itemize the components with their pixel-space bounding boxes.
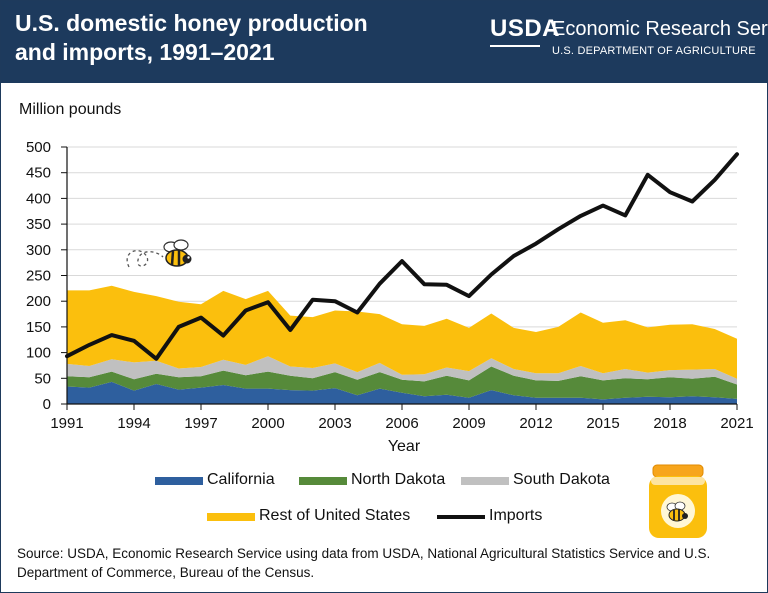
x-tick-2003: 2003 (318, 415, 351, 432)
line-imports (65, 152, 739, 361)
y-tick-200: 200 (26, 293, 51, 310)
y-tick-250: 250 (26, 268, 51, 285)
y-tick-100: 100 (26, 345, 51, 362)
legend-swatch-rest-of-us (207, 513, 255, 521)
y-tick-400: 400 (26, 190, 51, 207)
x-tick-1994: 1994 (117, 415, 150, 432)
x-tick-labels: 1991 1994 1997 2000 2003 2006 2009 2012 2015 2018… (50, 415, 753, 432)
x-tick-2012: 2012 (519, 415, 552, 432)
y-tick-300: 300 (26, 242, 51, 259)
area-south-dakota (67, 356, 737, 385)
axes (61, 146, 738, 410)
legend-label-south-dakota: South Dakota (513, 471, 610, 488)
y-tick-450: 450 (26, 165, 51, 182)
chart-title: U.S. domestic honey production and impor… (15, 10, 368, 65)
legend-swatch-california (155, 477, 203, 485)
honey-jar-illustration (649, 464, 707, 538)
legend-label-imports: Imports (489, 507, 543, 524)
y-tick-labels: 0 50 100 150 200 250 300 350 400 450 500 (26, 139, 51, 413)
area-north-dakota (67, 366, 737, 400)
usda-logo-word: USDA (490, 15, 561, 42)
agency-name: Economic Research Service (552, 18, 768, 40)
x-axis-label: Year (388, 438, 421, 455)
y-tick-150: 150 (26, 319, 51, 336)
x-tick-2006: 2006 (385, 415, 418, 432)
y-tick-0: 0 (43, 396, 51, 413)
x-tick-1991: 1991 (50, 415, 83, 432)
x-tick-2015: 2015 (586, 415, 619, 432)
legend-swatch-imports (437, 515, 485, 519)
area-rest-of-united-states (67, 285, 737, 379)
y-tick-50: 50 (34, 370, 51, 387)
x-tick-2018: 2018 (653, 415, 686, 432)
stacked-areas (67, 285, 737, 404)
y-axis-label: Million pounds (19, 101, 122, 118)
legend-label-north-dakota: North Dakota (351, 471, 446, 488)
y-tick-350: 350 (26, 216, 51, 233)
header-banner: U.S. domestic honey production and impor… (1, 1, 768, 83)
legend-label-rest-of-us: Rest of United States (259, 507, 411, 524)
usda-logo-underline (490, 45, 540, 47)
legend-swatch-south-dakota (461, 477, 509, 485)
legend-label-california: California (207, 471, 275, 488)
y-tick-500: 500 (26, 139, 51, 156)
source-note: Source: USDA, Economic Research Service … (17, 546, 711, 580)
legend-swatch-north-dakota (299, 477, 347, 485)
x-tick-1997: 1997 (184, 415, 217, 432)
x-tick-2009: 2009 (452, 415, 485, 432)
bee-illustration (126, 239, 192, 268)
department-name: U.S. DEPARTMENT OF AGRICULTURE (552, 45, 756, 57)
x-tick-2000: 2000 (251, 415, 284, 432)
area-california (67, 381, 737, 404)
x-tick-2021: 2021 (720, 415, 753, 432)
import-line-group (65, 152, 739, 361)
